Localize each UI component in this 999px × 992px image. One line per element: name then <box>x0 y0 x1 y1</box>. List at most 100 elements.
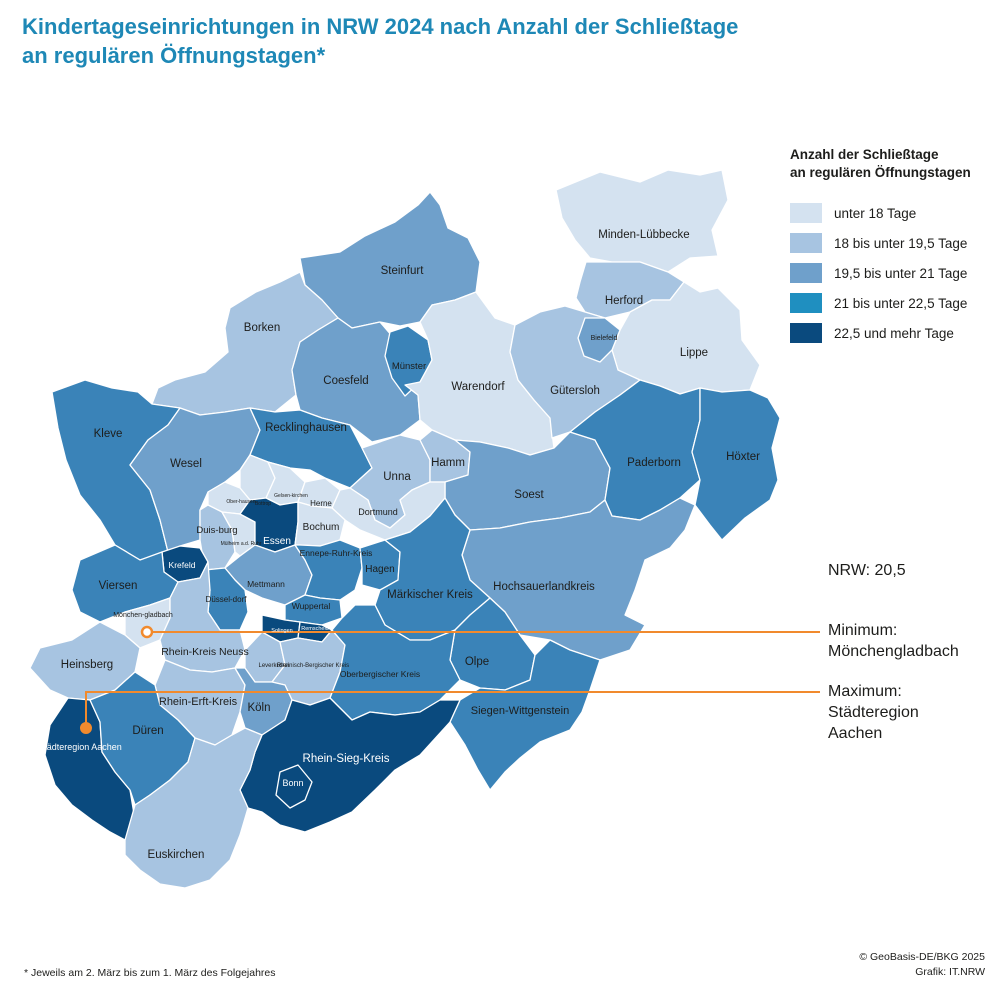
map-title: Kindertageseinrichtungen in NRW 2024 nac… <box>22 12 922 70</box>
region-dortmund <box>331 481 446 541</box>
legend-swatch <box>790 233 822 253</box>
maximum-value-line-2: Aachen <box>828 725 883 742</box>
legend-item: 21 bis unter 22,5 Tage <box>790 288 995 318</box>
label-euskirchen: Euskirchen <box>148 849 205 861</box>
label-bielefeld: Bielefeld <box>591 335 618 342</box>
region-bielefeld <box>577 317 621 363</box>
region-paderborn <box>569 379 701 521</box>
label-oberhausen: Ober-hausen <box>226 499 255 505</box>
label-hagen: Hagen <box>365 564 394 575</box>
label-rhein-kreis-neuss: Rhein-Kreis Neuss <box>161 646 249 658</box>
legend-swatch <box>790 293 822 313</box>
nrw-average: NRW: 20,5 <box>828 562 906 579</box>
legend-item: 22,5 und mehr Tage <box>790 318 995 348</box>
label-mettmann: Mettmann <box>247 579 285 589</box>
label-koeln: Köln <box>247 702 270 714</box>
label-rhein-sieg: Rhein-Sieg-Kreis <box>303 753 390 765</box>
label-viersen: Viersen <box>99 580 138 592</box>
label-herne: Herne <box>310 499 332 508</box>
region-ennepe-ruhr <box>294 539 363 601</box>
maximum-marker <box>80 722 92 734</box>
credits: © GeoBasis-DE/BKG 2025 Grafik: IT.NRW <box>859 950 985 980</box>
label-krefeld: Krefeld <box>169 560 196 570</box>
legend-item: 19,5 bis unter 21 Tage <box>790 258 995 288</box>
maximum-annotation: Maximum: Städteregion Aachen <box>828 681 919 744</box>
legend-title-line-1: Anzahl der Schließtage <box>790 147 939 162</box>
label-bottrop: Bottrop <box>255 501 271 507</box>
legend-label: 22,5 und mehr Tage <box>834 325 954 341</box>
label-bochum: Bochum <box>303 522 340 533</box>
label-remscheid: Remscheid <box>301 626 329 632</box>
region-labels: Minden-Lübbecke Steinfurt Herford Borken… <box>38 229 760 861</box>
region-minden-luebbecke <box>555 169 729 273</box>
label-leverkusen: Leverkusen <box>258 663 289 669</box>
label-coesfeld: Coesfeld <box>323 375 368 387</box>
label-wesel: Wesel <box>170 458 202 470</box>
label-essen: Essen <box>263 536 291 547</box>
label-muelheim: Mülheim a.d. Ruhr <box>221 541 262 547</box>
label-olpe: Olpe <box>465 656 489 668</box>
label-hamm: Hamm <box>431 457 465 469</box>
title-line-1: Kindertageseinrichtungen in NRW 2024 nac… <box>22 14 739 39</box>
footnote: * Jeweils am 2. März bis zum 1. März des… <box>24 967 276 979</box>
region-bonn <box>275 764 313 809</box>
label-staedteregion-aachen: Städteregion Aachen <box>38 742 122 752</box>
label-guetersloh: Gütersloh <box>550 385 600 397</box>
minimum-marker <box>140 625 154 639</box>
minimum-value: Mönchengladbach <box>828 643 959 660</box>
legend-label: 19,5 bis unter 21 Tage <box>834 265 968 281</box>
label-minden: Minden-Lübbecke <box>598 229 689 241</box>
label-gelsenkirchen: Gelsen-kirchen <box>274 493 308 499</box>
label-recklinghausen: Recklinghausen <box>265 422 347 434</box>
legend-swatch <box>790 323 822 343</box>
label-wuppertal: Wuppertal <box>292 601 331 611</box>
label-ennepe: Ennepe-Ruhr-Kreis <box>300 548 373 558</box>
label-dueren: Düren <box>132 725 163 737</box>
label-paderborn: Paderborn <box>627 457 681 469</box>
label-heinsberg: Heinsberg <box>61 659 113 671</box>
credit-grafik: Grafik: IT.NRW <box>915 966 985 978</box>
label-solingen: Solingen <box>271 628 292 634</box>
legend-label: 21 bis unter 22,5 Tage <box>834 295 968 311</box>
region-hoexter <box>691 387 781 541</box>
callout-lines <box>85 631 820 728</box>
legend-title-line-2: an regulären Öffnungstagen <box>790 165 971 180</box>
legend: Anzahl der Schließtage an regulären Öffn… <box>790 146 995 348</box>
label-hochsauerland: Hochsauerlandkreis <box>493 581 595 593</box>
label-lippe: Lippe <box>680 347 708 359</box>
label-maerkisch: Märkischer Kreis <box>387 589 473 601</box>
credit-geobasis: © GeoBasis-DE/BKG 2025 <box>859 951 985 963</box>
label-steinfurt: Steinfurt <box>381 265 425 277</box>
label-duesseldorf: Düssel-dorf <box>206 595 248 604</box>
label-duisburg: Duis-burg <box>196 525 237 536</box>
region-rhein-kreis-neuss <box>159 561 246 673</box>
minimum-label: Minimum: <box>828 622 898 639</box>
minimum-annotation: Minimum: Mönchengladbach <box>828 620 959 662</box>
legend-swatch <box>790 203 822 223</box>
label-dortmund: Dortmund <box>358 507 398 517</box>
label-rhein-erft: Rhein-Erft-Kreis <box>159 696 238 708</box>
legend-title: Anzahl der Schließtage an regulären Öffn… <box>790 146 995 182</box>
legend-label: 18 bis unter 19,5 Tage <box>834 235 968 251</box>
label-kleve: Kleve <box>94 428 123 440</box>
label-muenster: Münster <box>392 361 426 372</box>
maximum-value-line-1: Städteregion <box>828 704 919 721</box>
legend-item: unter 18 Tage <box>790 198 995 228</box>
label-soest: Soest <box>514 489 544 501</box>
label-borken: Borken <box>244 322 280 334</box>
legend-item: 18 bis unter 19,5 Tage <box>790 228 995 258</box>
label-siegen: Siegen-Wittgenstein <box>471 705 569 717</box>
label-hoexter: Höxter <box>726 451 760 463</box>
label-moenchengladbach: Mönchen-gladbach <box>113 612 173 619</box>
label-unna: Unna <box>383 471 411 483</box>
label-herford: Herford <box>605 295 643 307</box>
label-warendorf: Warendorf <box>451 381 505 393</box>
label-bonn: Bonn <box>282 778 303 788</box>
label-oberbergisch: Oberbergischer Kreis <box>340 669 420 679</box>
legend-label: unter 18 Tage <box>834 205 917 221</box>
maximum-label: Maximum: <box>828 683 902 700</box>
label-rheinisch-bergisch: Rheinisch-Bergischer Kreis <box>277 663 349 669</box>
maximum-callout-line <box>85 691 820 728</box>
region-euskirchen <box>124 727 263 889</box>
